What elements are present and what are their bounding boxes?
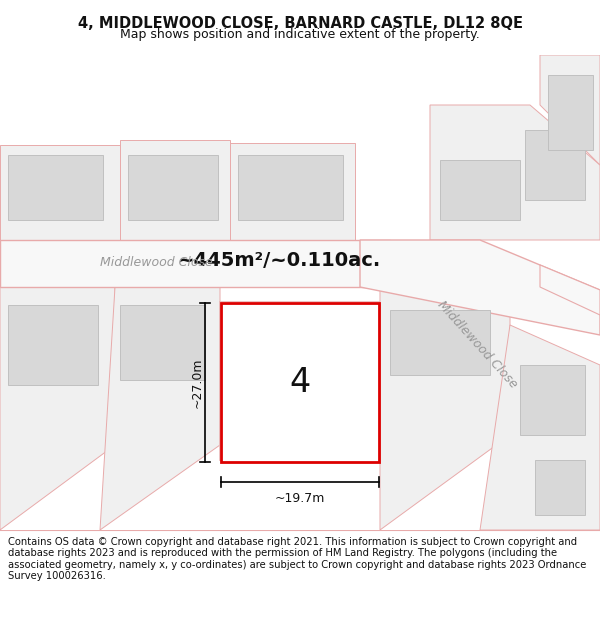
Polygon shape xyxy=(219,301,381,460)
Text: ~19.7m: ~19.7m xyxy=(275,492,325,505)
Polygon shape xyxy=(540,265,600,315)
Bar xyxy=(221,303,379,462)
Bar xyxy=(120,305,205,380)
Polygon shape xyxy=(480,325,600,530)
Polygon shape xyxy=(360,240,600,335)
Polygon shape xyxy=(0,240,390,287)
Polygon shape xyxy=(0,145,120,240)
Text: Contains OS data © Crown copyright and database right 2021. This information is : Contains OS data © Crown copyright and d… xyxy=(8,537,586,581)
Text: 4: 4 xyxy=(289,366,311,399)
Text: Middlewood Close: Middlewood Close xyxy=(100,256,213,269)
Polygon shape xyxy=(100,287,220,530)
Polygon shape xyxy=(540,55,600,165)
Bar xyxy=(8,305,98,385)
Polygon shape xyxy=(230,143,355,240)
Bar xyxy=(548,75,593,150)
Polygon shape xyxy=(430,105,600,240)
Bar xyxy=(440,160,520,220)
Bar xyxy=(238,155,343,220)
Bar xyxy=(520,365,585,435)
Text: ~445m²/~0.110ac.: ~445m²/~0.110ac. xyxy=(178,251,382,269)
Bar xyxy=(238,320,365,410)
Text: 4, MIDDLEWOOD CLOSE, BARNARD CASTLE, DL12 8QE: 4, MIDDLEWOOD CLOSE, BARNARD CASTLE, DL1… xyxy=(77,16,523,31)
Text: Map shows position and indicative extent of the property.: Map shows position and indicative extent… xyxy=(120,28,480,41)
Text: Middlewood Close: Middlewood Close xyxy=(435,299,520,391)
Bar xyxy=(8,155,103,220)
Bar xyxy=(390,310,490,375)
Bar xyxy=(525,130,585,200)
Bar xyxy=(128,155,218,220)
Polygon shape xyxy=(380,287,510,530)
Polygon shape xyxy=(0,287,115,530)
Polygon shape xyxy=(120,140,230,240)
Bar xyxy=(535,460,585,515)
Text: ~27.0m: ~27.0m xyxy=(191,357,203,408)
